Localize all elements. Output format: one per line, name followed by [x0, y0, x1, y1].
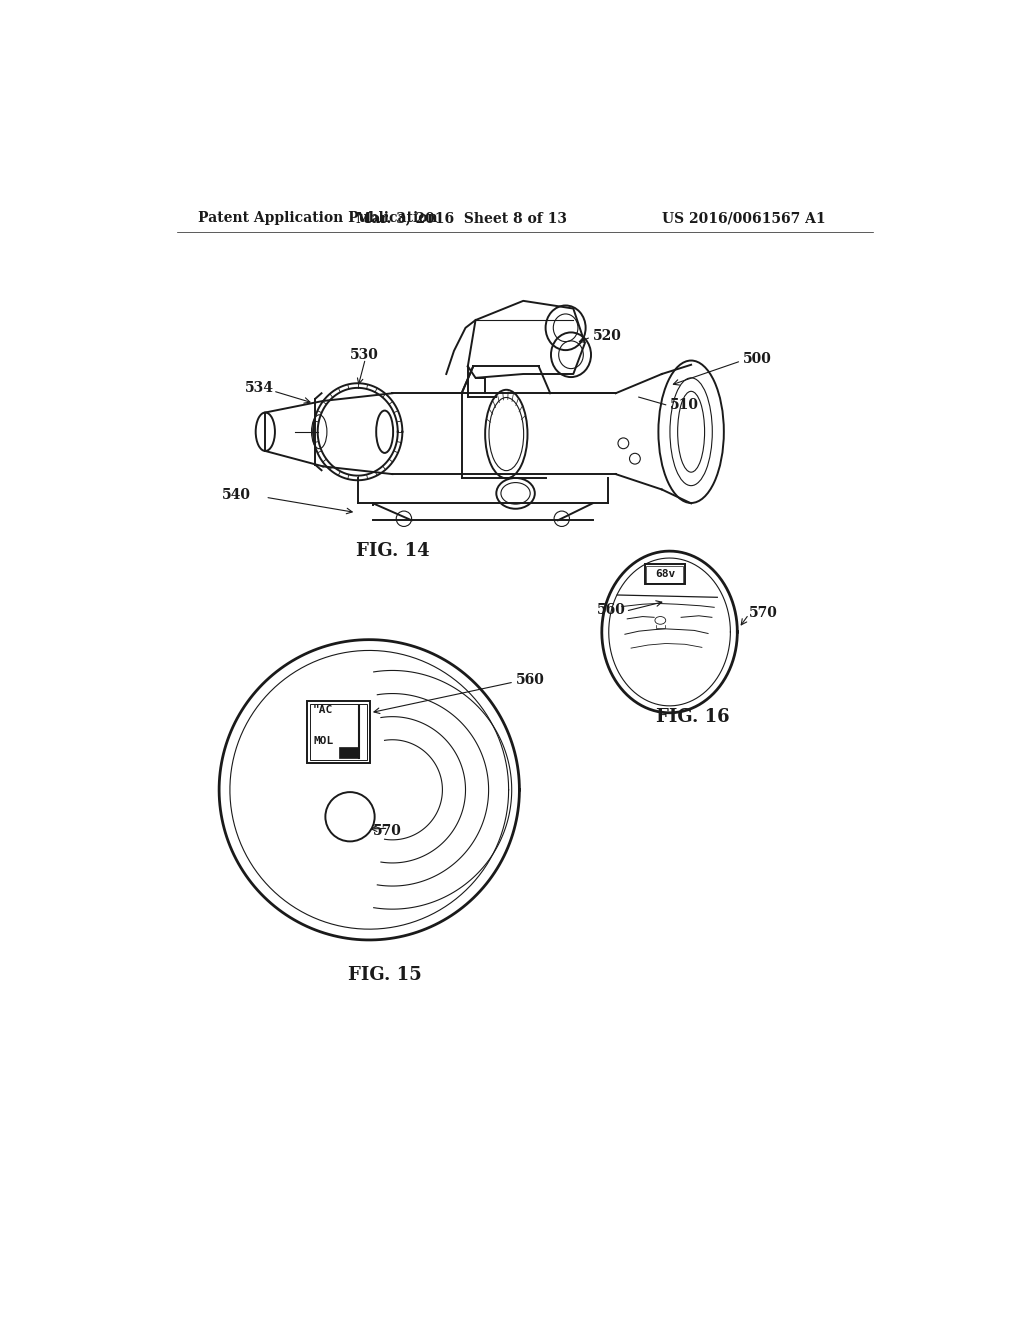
- Text: US 2016/0061567 A1: US 2016/0061567 A1: [662, 211, 825, 226]
- Text: 540: 540: [221, 488, 251, 502]
- Text: FIG. 15: FIG. 15: [348, 966, 422, 983]
- Text: 520: 520: [593, 329, 622, 342]
- Text: FIG. 16: FIG. 16: [655, 708, 729, 726]
- Text: 570: 570: [373, 824, 402, 838]
- Text: FIG. 14: FIG. 14: [355, 543, 429, 560]
- Text: MOL: MOL: [313, 737, 333, 746]
- Bar: [645, 564, 685, 585]
- Text: Mar. 3, 2016  Sheet 8 of 13: Mar. 3, 2016 Sheet 8 of 13: [356, 211, 567, 226]
- Text: 570: 570: [749, 606, 778, 619]
- Text: 530: 530: [350, 347, 379, 362]
- Text: "AC: "AC: [313, 705, 333, 715]
- Text: 510: 510: [670, 397, 698, 412]
- Bar: [339, 747, 357, 758]
- Text: 560: 560: [515, 673, 545, 688]
- Text: 560: 560: [597, 603, 626, 616]
- Text: 500: 500: [742, 351, 772, 366]
- Text: 68v: 68v: [654, 569, 675, 579]
- Bar: [307, 701, 370, 763]
- Bar: [310, 705, 367, 760]
- Bar: [646, 566, 683, 582]
- Text: 534: 534: [245, 381, 273, 395]
- Text: Patent Application Publication: Patent Application Publication: [199, 211, 438, 226]
